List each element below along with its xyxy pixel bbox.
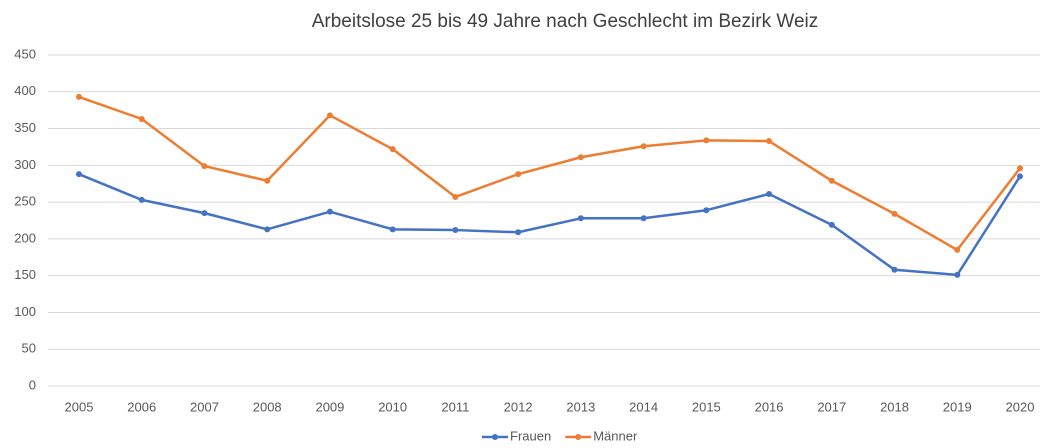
x-tick-label: 2010 [378, 399, 407, 414]
legend-label: Männer [593, 428, 638, 443]
x-tick-label: 2012 [504, 399, 533, 414]
y-tick-label: 450 [14, 46, 36, 61]
data-point [954, 271, 961, 278]
x-tick-label: 2007 [190, 399, 219, 414]
x-tick-label: 2011 [441, 399, 469, 414]
data-point [326, 112, 333, 119]
data-point [1017, 165, 1023, 172]
data-point [703, 137, 710, 144]
data-point [640, 143, 647, 150]
x-tick-label: 2017 [817, 399, 846, 414]
data-point [264, 226, 271, 233]
y-tick-label: 300 [14, 157, 36, 172]
x-tick-label: 2020 [1006, 399, 1035, 414]
data-point [138, 196, 145, 203]
data-point [515, 171, 522, 178]
y-tick-label: 150 [14, 267, 36, 282]
data-point [452, 193, 459, 200]
y-tick-label: 250 [14, 194, 36, 209]
data-point [389, 146, 396, 153]
data-point [766, 138, 773, 145]
series-line [78, 173, 1022, 277]
y-tick-label: 100 [14, 304, 36, 319]
x-tick-label: 2005 [65, 399, 94, 414]
data-point [954, 246, 961, 253]
x-tick-label: 2019 [943, 399, 972, 414]
legend-marker [492, 434, 498, 440]
data-point [76, 93, 82, 100]
data-point [138, 115, 145, 122]
data-point [1017, 173, 1023, 180]
data-point [577, 154, 584, 161]
data-point [640, 215, 647, 222]
data-point [389, 226, 396, 233]
data-point [828, 221, 835, 228]
x-tick-label: 2014 [629, 399, 658, 414]
data-point [264, 177, 271, 184]
data-point [577, 215, 584, 222]
data-point [76, 171, 82, 178]
x-tick-label: 2008 [253, 399, 282, 414]
x-tick-label: 2013 [566, 399, 595, 414]
x-tick-label: 2009 [315, 399, 344, 414]
data-point [201, 210, 208, 217]
y-tick-label: 200 [14, 230, 36, 245]
x-tick-label: 2006 [127, 399, 156, 414]
x-tick-label: 2018 [880, 399, 909, 414]
data-point [452, 227, 459, 234]
legend-marker [575, 434, 582, 440]
data-point [703, 207, 710, 214]
y-tick-label: 50 [22, 341, 36, 356]
x-tick-label: 2016 [755, 399, 784, 414]
data-point [891, 266, 898, 273]
chart-title: Arbeitslose 25 bis 49 Jahre nach Geschle… [312, 11, 819, 32]
series-line [78, 95, 1021, 252]
y-tick-label: 0 [29, 377, 36, 392]
data-point [828, 177, 835, 184]
x-tick-label: 2015 [692, 399, 721, 414]
legend-label: Frauen [510, 428, 551, 443]
data-point [201, 163, 208, 170]
y-tick-label: 350 [14, 120, 36, 135]
data-point [766, 191, 773, 198]
data-point [891, 210, 898, 217]
y-tick-label: 400 [14, 83, 36, 98]
data-point [515, 229, 522, 236]
data-point [326, 208, 333, 215]
